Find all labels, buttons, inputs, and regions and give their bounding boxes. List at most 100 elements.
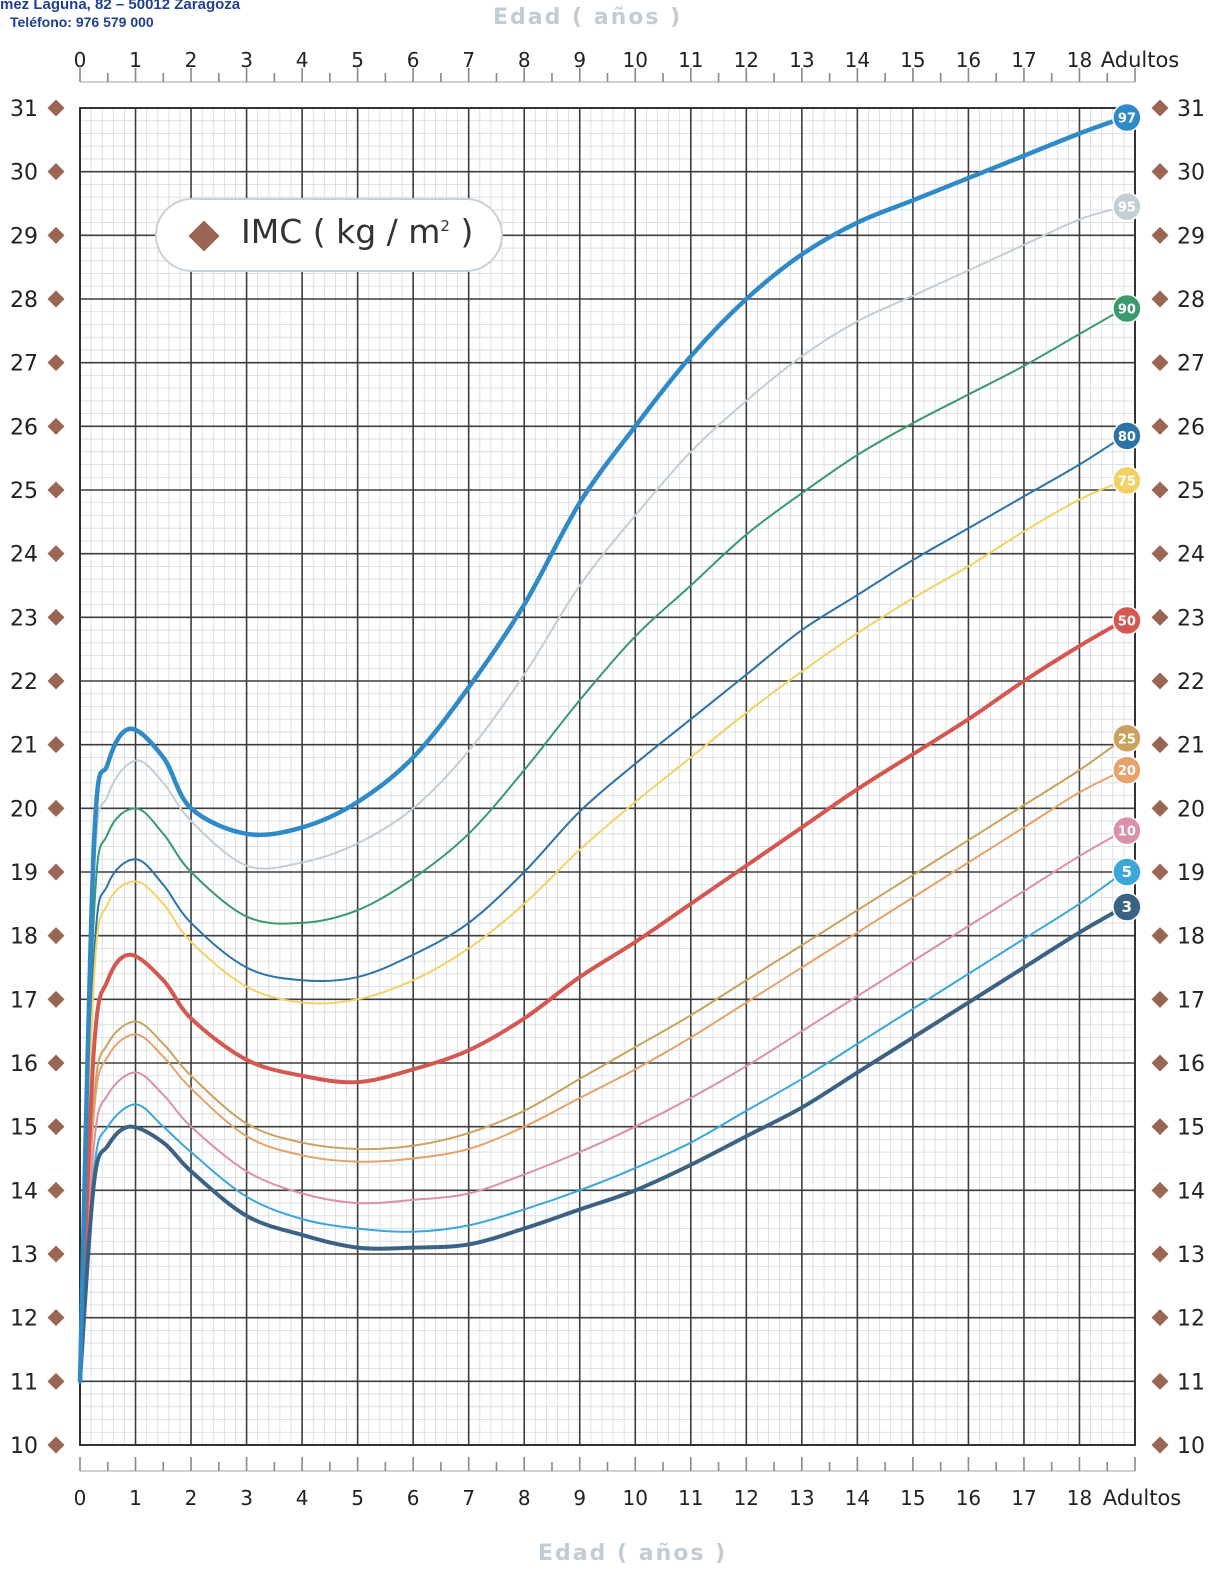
plot-border — [79, 107, 1136, 1446]
y-tick-diamond-left — [47, 290, 65, 308]
y-tick-label-right: 11 — [1177, 1370, 1205, 1395]
y-tick-diamond-right — [1151, 1054, 1169, 1072]
x-tick-label-top: 18 — [1067, 48, 1092, 72]
badge-circle — [1112, 102, 1142, 133]
header-phone: Teléfono: 976 579 000 — [10, 14, 154, 30]
x-tick-label-bottom: 8 — [518, 1486, 531, 1510]
y-tick-label-left: 23 — [10, 606, 38, 631]
badge-p10: 10 — [1112, 815, 1142, 846]
y-tick-diamond-left — [47, 226, 65, 244]
curve-p25 — [79, 737, 1125, 1383]
badge-circle — [1112, 421, 1142, 451]
x-tick-label-bottom: 1 — [129, 1486, 142, 1510]
y-tick-labels-right: 10 11 12 13 14 15 16 17 18 19 20 21 22 23 24 25 26 27 28 29… — [1151, 97, 1205, 1459]
y-tick-label-left: 27 — [10, 352, 38, 377]
badge-circle — [1112, 857, 1142, 887]
x-tick-label-top: 14 — [845, 48, 870, 72]
y-tick-label-left: 31 — [10, 97, 38, 122]
y-tick-label-right: 25 — [1177, 479, 1205, 504]
x-tick-label-top: 2 — [185, 48, 198, 72]
x-tick-label-bottom: 12 — [734, 1486, 759, 1510]
grid-major-lines — [79, 107, 1136, 1446]
y-tick-label-right: 13 — [1177, 1243, 1205, 1268]
badge-circle — [1112, 815, 1142, 846]
curve-p95 — [79, 205, 1125, 1383]
badge-label: 50 — [1118, 615, 1136, 630]
y-tick-diamond-right — [1151, 163, 1169, 181]
y-tick-label-right: 18 — [1177, 925, 1205, 950]
badge-label: 3 — [1122, 898, 1132, 916]
y-tick-diamond-right — [1151, 672, 1169, 690]
y-tick-label-right: 15 — [1177, 1116, 1205, 1141]
legend-label-text: IMC ( kg / m — [241, 212, 441, 251]
y-tick-diamond-right — [1151, 1118, 1169, 1136]
badge-p97: 97 — [1112, 102, 1142, 133]
x-tick-label-bottom: Adultos — [1103, 1486, 1182, 1510]
curve-p50 — [78, 618, 1126, 1384]
y-tick-diamond-right — [1151, 799, 1169, 817]
badge-p90: 90 — [1112, 293, 1142, 324]
x-axis-title-top: Edad ( años ) — [493, 5, 683, 30]
badge-circle — [1112, 465, 1142, 496]
y-tick-label-right: 17 — [1177, 988, 1205, 1013]
y-tick-diamond-left — [47, 481, 65, 499]
x-tick-labels-top: 0 1 2 3 4 5 6 7 8 9 10 11 12 13 14 15 16 17 18 Adultos — [74, 48, 1180, 72]
y-tick-label-left: 14 — [10, 1179, 38, 1204]
y-tick-diamond-right — [1151, 354, 1169, 372]
x-tick-label-top: 9 — [573, 48, 586, 72]
y-tick-diamond-right — [1151, 1245, 1169, 1263]
legend-label-superscript: 2 — [440, 217, 450, 235]
y-tick-diamond-left — [47, 608, 65, 626]
y-tick-label-left: 16 — [10, 1052, 38, 1077]
badge-label: 75 — [1118, 474, 1136, 489]
y-tick-diamond-right — [1151, 1436, 1169, 1454]
badge-label: 20 — [1118, 764, 1136, 779]
curve-p97 — [77, 115, 1127, 1384]
y-tick-diamond-right — [1151, 1372, 1169, 1390]
curve-p80 — [79, 434, 1125, 1383]
y-tick-label-right: 19 — [1177, 861, 1205, 886]
x-tick-label-top: 11 — [678, 48, 703, 72]
y-tick-label-right: 12 — [1177, 1307, 1205, 1332]
legend-diamond-icon — [188, 220, 220, 252]
legend-label: IMC ( kg / m2 ) — [241, 212, 474, 251]
grid-minor-lines — [79, 107, 1136, 1446]
x-tick-label-top: 16 — [956, 48, 981, 72]
y-tick-label-left: 28 — [10, 288, 38, 313]
y-tick-label-right: 16 — [1177, 1052, 1205, 1077]
y-tick-diamond-right — [1151, 545, 1169, 563]
y-tick-diamond-right — [1151, 417, 1169, 435]
y-tick-label-left: 15 — [10, 1116, 38, 1141]
badge-label: 5 — [1122, 863, 1132, 881]
x-tick-label-top: 6 — [407, 48, 420, 72]
y-tick-diamond-left — [47, 1118, 65, 1136]
x-tick-label-bottom: 15 — [900, 1486, 925, 1510]
y-tick-label-right: 30 — [1177, 161, 1205, 186]
badge-label: 80 — [1118, 430, 1136, 445]
y-tick-diamond-left — [47, 163, 65, 181]
badge-circle — [1112, 605, 1142, 636]
x-tick-label-top: 7 — [462, 48, 475, 72]
curve-p90 — [79, 307, 1125, 1383]
badge-p95: 95 — [1112, 191, 1142, 222]
badge-p3: 3 — [1112, 892, 1142, 922]
y-tick-diamond-left — [47, 1436, 65, 1454]
y-tick-label-left: 12 — [10, 1307, 38, 1332]
badge-circle — [1112, 723, 1142, 754]
x-tick-label-top: 10 — [623, 48, 648, 72]
y-tick-label-right: 26 — [1177, 415, 1205, 440]
curve-p5 — [79, 871, 1125, 1383]
y-tick-diamond-right — [1151, 608, 1169, 626]
x-tick-label-bottom: 17 — [1011, 1486, 1036, 1510]
curve-p20 — [79, 769, 1125, 1383]
y-tick-label-left: 30 — [10, 161, 38, 186]
percentile-curves — [77, 115, 1127, 1384]
y-tick-label-right: 21 — [1177, 734, 1205, 759]
x-tick-label-bottom: 13 — [789, 1486, 814, 1510]
y-tick-diamond-left — [47, 417, 65, 435]
x-tick-label-bottom: 10 — [623, 1486, 648, 1510]
badge-label: 95 — [1118, 201, 1136, 216]
y-tick-label-right: 28 — [1177, 288, 1205, 313]
percentile-badges: 97 95 90 80 75 50 25 20 10 5 3 — [1112, 102, 1142, 922]
